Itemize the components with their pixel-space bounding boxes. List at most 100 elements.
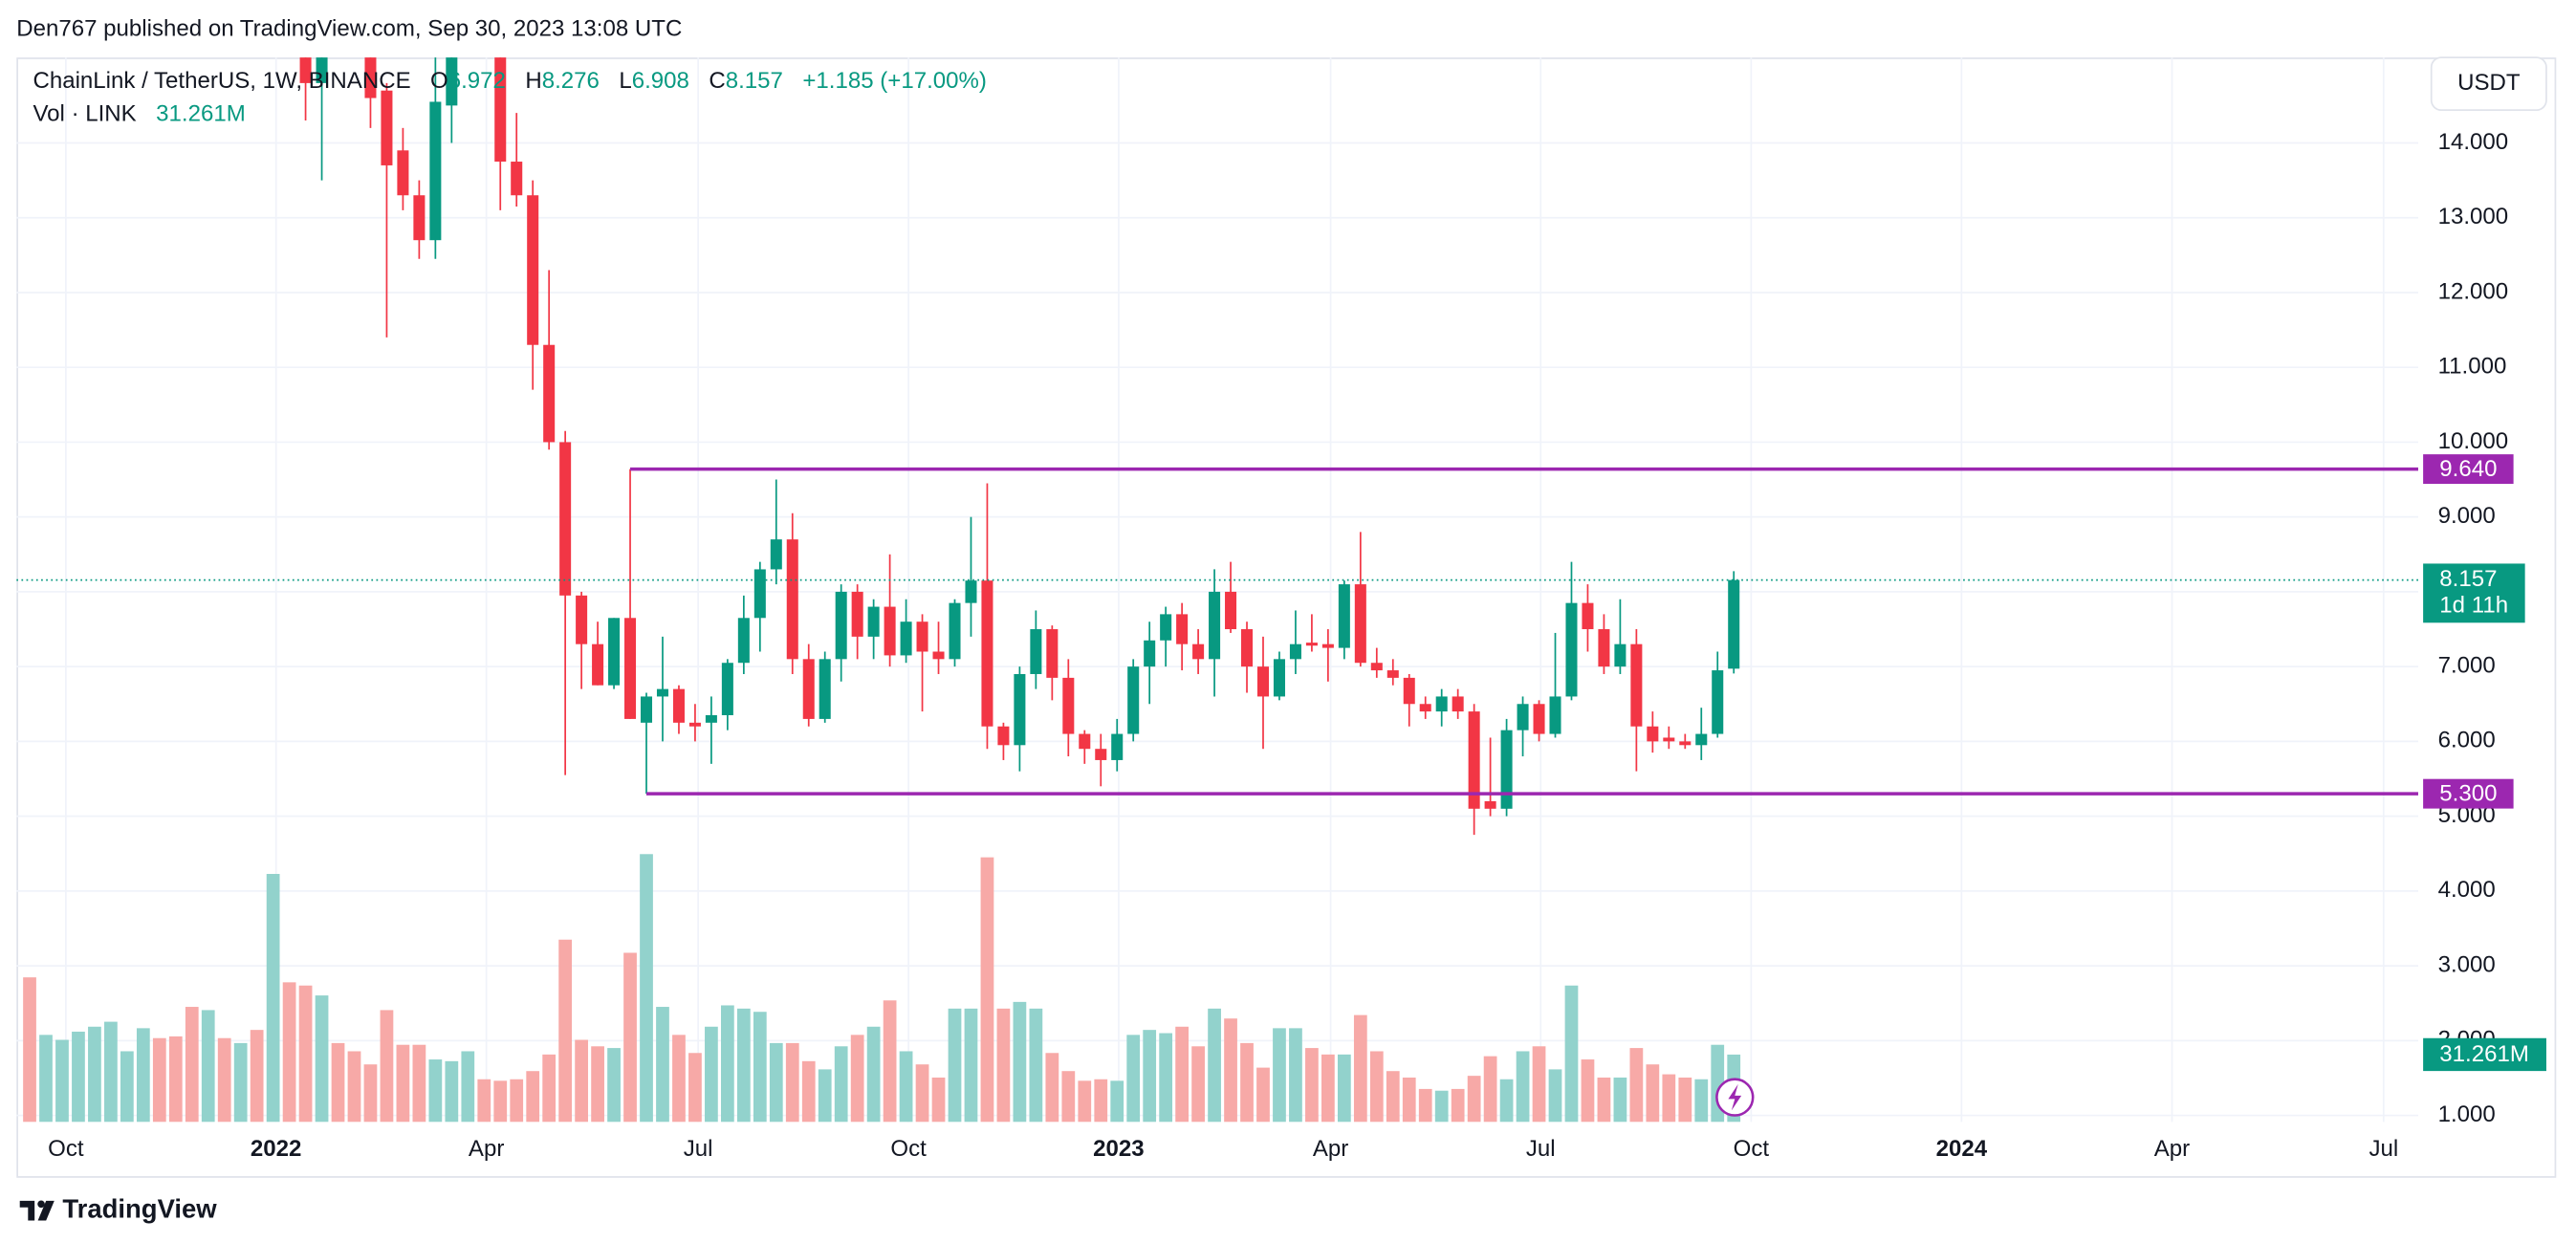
volume-bar: [1548, 1069, 1562, 1123]
volume-bar: [1353, 1014, 1367, 1123]
alert-icon[interactable]: [1715, 1078, 1755, 1117]
x-tick-label: Jul: [1526, 1136, 1556, 1162]
volume-bar: [428, 1059, 443, 1123]
candle-body: [1452, 696, 1464, 712]
x-tick-label: Oct: [48, 1136, 84, 1162]
candle-body: [770, 539, 782, 570]
x-tick-label: 2023: [1093, 1136, 1145, 1162]
volume-bar: [347, 1051, 361, 1123]
candle-body: [1014, 673, 1026, 746]
candle-body: [705, 715, 717, 723]
candle-body: [316, 57, 328, 83]
volume-bar: [1159, 1033, 1173, 1123]
volume-bar: [818, 1069, 832, 1123]
volume-bar: [656, 1007, 669, 1123]
x-tick-label: Oct: [890, 1136, 927, 1162]
volume-bar: [266, 874, 280, 1123]
candle-body: [624, 618, 637, 719]
level-label: 9.640: [2439, 456, 2497, 482]
candle-body: [1647, 726, 1659, 742]
candle-body: [1256, 666, 1270, 697]
volume-bar: [1045, 1053, 1059, 1123]
volume-bar: [542, 1054, 557, 1123]
candle-body: [1533, 704, 1545, 734]
volume-bar: [591, 1046, 604, 1123]
candle-body: [916, 622, 928, 652]
candle-body: [1289, 643, 1301, 660]
candle-body: [478, 0, 490, 9]
volume-bar: [185, 1007, 199, 1123]
y-tick-label: 13.000: [2438, 204, 2509, 229]
candle-body: [1338, 584, 1350, 648]
candle-body: [1435, 696, 1448, 712]
candle-body: [1468, 711, 1480, 809]
candle-body: [1679, 741, 1692, 746]
candle-body: [786, 539, 798, 660]
close-value: 8.157: [726, 68, 783, 94]
candle-body: [1630, 643, 1643, 727]
volume-bar: [526, 1071, 540, 1123]
candle-body: [932, 651, 945, 660]
candle-body: [1111, 733, 1124, 760]
volume-bar: [461, 1051, 475, 1123]
countdown-label: 1d 11h: [2439, 592, 2508, 618]
volume-bar: [1386, 1071, 1400, 1123]
currency-button-box[interactable]: [2430, 56, 2547, 111]
candle-body: [1225, 591, 1237, 630]
candle-body: [1370, 663, 1383, 671]
volume-bar: [785, 1042, 799, 1123]
logo-t: [19, 1200, 35, 1221]
volume-bar: [1369, 1051, 1384, 1123]
volume-bar: [510, 1079, 524, 1123]
volume-bar: [1175, 1026, 1189, 1123]
last-price-label: 8.157: [2439, 566, 2497, 592]
candle-body: [884, 606, 896, 656]
alert-icon-bolt[interactable]: [1728, 1083, 1742, 1111]
volume-bar: [1240, 1042, 1254, 1123]
volume-bar: [1499, 1079, 1514, 1123]
candle-body: [1062, 677, 1075, 734]
volume-bar: [640, 854, 653, 1123]
candle-body: [737, 618, 750, 664]
y-tick-label: 1.000: [2438, 1101, 2496, 1127]
currency-label[interactable]: USDT: [2457, 70, 2521, 96]
volume-bar: [1273, 1028, 1286, 1123]
volume-bar: [298, 985, 313, 1123]
level-label: 5.300: [2439, 780, 2497, 806]
x-tick-label: Apr: [469, 1136, 504, 1162]
candle-body: [1046, 629, 1059, 678]
volume-bar: [883, 1000, 897, 1123]
x-tick-label: Apr: [2154, 1136, 2190, 1162]
volume-bar: [120, 1051, 134, 1123]
candle-body: [1419, 704, 1431, 712]
volume-bar: [558, 939, 573, 1123]
volume-bar: [1678, 1077, 1692, 1123]
currency-button[interactable]: USDT: [2430, 56, 2547, 111]
candle-body: [1354, 584, 1366, 664]
x-tick-label: Apr: [1313, 1136, 1348, 1162]
candle-body: [1403, 677, 1415, 705]
low-value: 6.908: [632, 68, 689, 94]
level-label-box: [2423, 454, 2514, 485]
candle-body: [753, 569, 766, 619]
candle-body: [1663, 737, 1675, 742]
published-note: Den767 published on TradingView.com, Sep…: [16, 15, 682, 41]
candle-body: [1176, 614, 1189, 644]
volume-bar: [104, 1021, 118, 1123]
candle-body: [559, 442, 572, 596]
high-value: 8.276: [542, 68, 600, 94]
volume-bar: [575, 1039, 588, 1123]
volume-bar: [477, 1079, 491, 1123]
axis-labels: 1.0002.0003.0004.0005.0006.0007.0008.000…: [48, 129, 2508, 1162]
candle-body: [819, 659, 831, 719]
volume-bar: [801, 1060, 816, 1123]
high-label: H: [525, 68, 541, 94]
candle-body: [1614, 643, 1626, 667]
volume-bar: [315, 995, 329, 1123]
volume-bar: [72, 1031, 85, 1123]
candle-body: [802, 659, 815, 719]
volume-bar: [1434, 1090, 1449, 1123]
logo-v: [37, 1200, 55, 1221]
candle-body: [1484, 800, 1496, 809]
candle-body: [1386, 670, 1399, 678]
